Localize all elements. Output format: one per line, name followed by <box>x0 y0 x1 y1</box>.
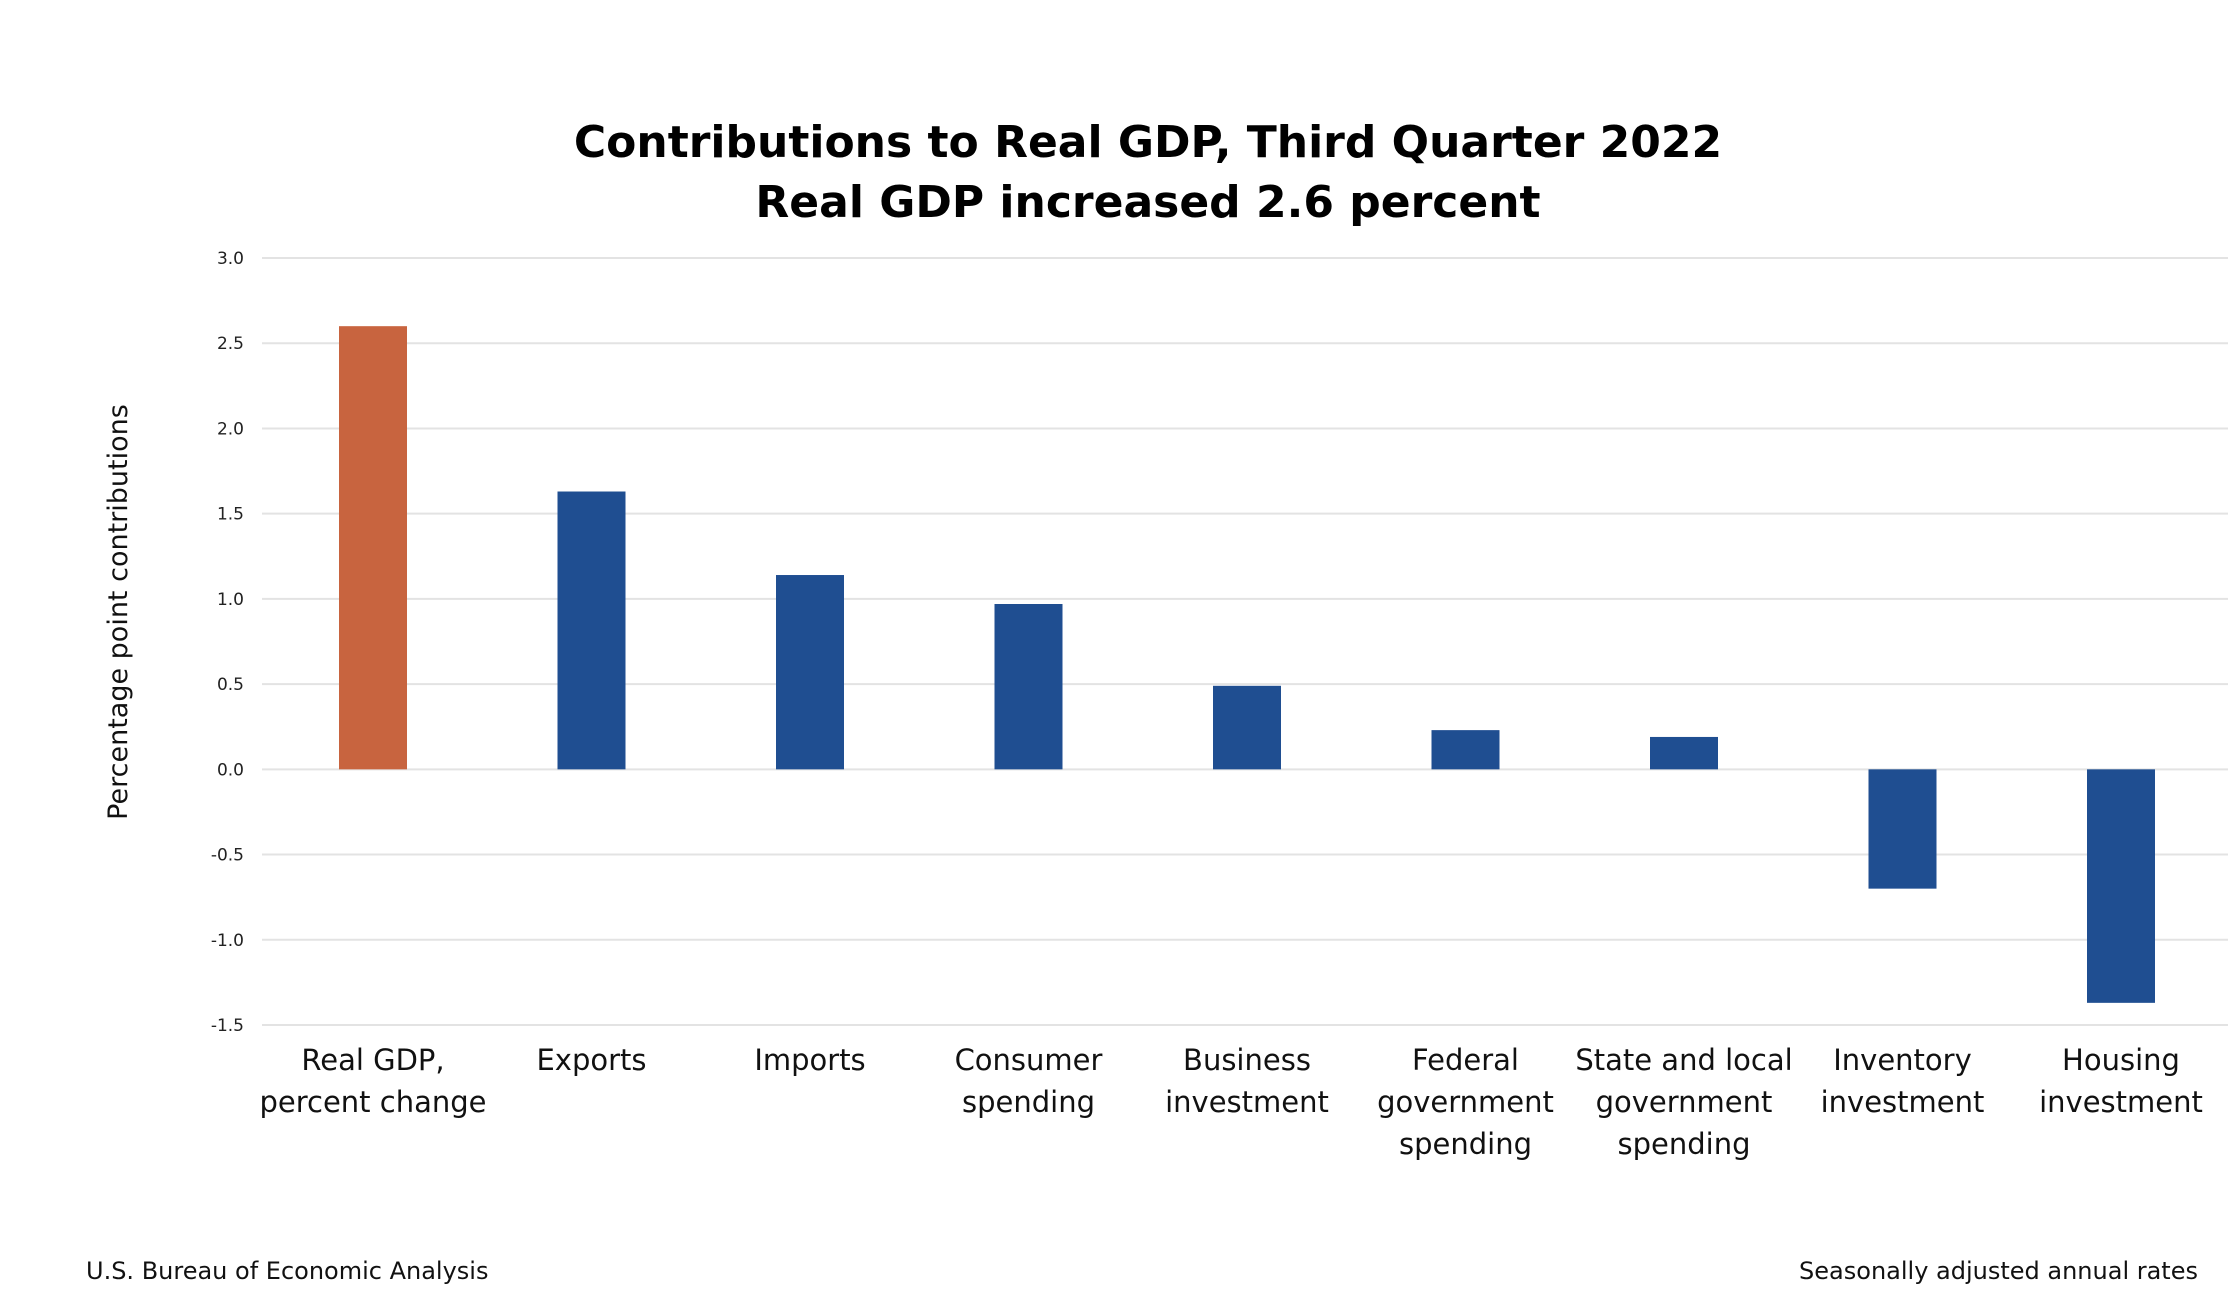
x-category-label-line: Business <box>1183 1043 1311 1077</box>
bar <box>2087 769 2155 1003</box>
bar <box>1650 736 1718 770</box>
x-category-label: Imports <box>754 1043 865 1077</box>
bars <box>339 326 2155 1003</box>
x-category-label-line: Housing <box>2062 1043 2180 1077</box>
bar <box>994 604 1063 770</box>
bar <box>1868 769 1937 889</box>
bar <box>1431 730 1500 770</box>
x-category-label: Exports <box>536 1043 646 1077</box>
y-tick-label: 0.5 <box>217 675 244 695</box>
y-tick-label: 2.5 <box>217 334 244 354</box>
x-category-label-line: Consumer <box>955 1043 1103 1077</box>
x-category-label-line: Imports <box>754 1043 865 1077</box>
x-category-label-line: Real GDP, <box>301 1043 444 1077</box>
x-category-label: Inventory investment <box>1821 1043 1985 1119</box>
category-labels: Real GDP, percent change Exports Imports Con… <box>259 1043 2202 1161</box>
bar <box>1213 685 1281 770</box>
x-category-label-line: investment <box>2039 1085 2203 1119</box>
x-category-label-line: spending <box>962 1085 1095 1119</box>
x-category-label-line: percent change <box>259 1085 486 1119</box>
x-category-label-line: investment <box>1165 1085 1329 1119</box>
x-category-label-line: government <box>1596 1085 1773 1119</box>
x-category-label-line: spending <box>1399 1127 1532 1161</box>
x-category-label-line: investment <box>1821 1085 1985 1119</box>
y-tick-label: -1.5 <box>211 1016 244 1036</box>
chart-title: Contributions to Real GDP, Third Quarter… <box>574 117 1722 168</box>
bar <box>776 575 844 770</box>
x-category-label: State and local government spending <box>1575 1043 1792 1161</box>
bar <box>557 491 626 770</box>
y-tick-label: 1.0 <box>217 590 244 610</box>
x-category-label-line: Exports <box>536 1043 646 1077</box>
x-category-label: Federal government spending <box>1377 1043 1554 1161</box>
x-category-label: Real GDP, percent change <box>259 1043 486 1119</box>
x-category-label-line: government <box>1377 1085 1554 1119</box>
x-category-label: Housing investment <box>2039 1043 2203 1119</box>
y-axis-label: Percentage point contributions <box>103 404 134 820</box>
y-tick-label: 2.0 <box>217 419 244 439</box>
chart-subtitle: Real GDP increased 2.6 percent <box>755 177 1540 228</box>
x-category-label-line: Federal <box>1412 1043 1519 1077</box>
y-tick-label: 3.0 <box>217 249 244 269</box>
y-tick-label: -0.5 <box>211 846 244 866</box>
x-category-label-line: State and local <box>1575 1043 1792 1077</box>
y-axis-ticks: 3.0 2.5 2.0 1.5 1.0 0.5 0.0 -0.5 -1.0 -1.5 <box>211 249 244 1036</box>
x-category-label-line: Inventory <box>1833 1043 1972 1077</box>
x-category-label: Business investment <box>1165 1043 1329 1119</box>
x-category-label: Consumer spending <box>955 1043 1103 1119</box>
seasonal-note: Seasonally adjusted annual rates <box>1799 1257 2198 1285</box>
grid-lines <box>262 257 2228 1026</box>
y-tick-label: -1.0 <box>211 931 244 951</box>
y-tick-label: 0.0 <box>217 760 244 780</box>
x-category-label-line: spending <box>1618 1127 1751 1161</box>
source-note: U.S. Bureau of Economic Analysis <box>86 1257 488 1285</box>
y-tick-label: 1.5 <box>217 505 244 525</box>
bar <box>339 326 407 770</box>
